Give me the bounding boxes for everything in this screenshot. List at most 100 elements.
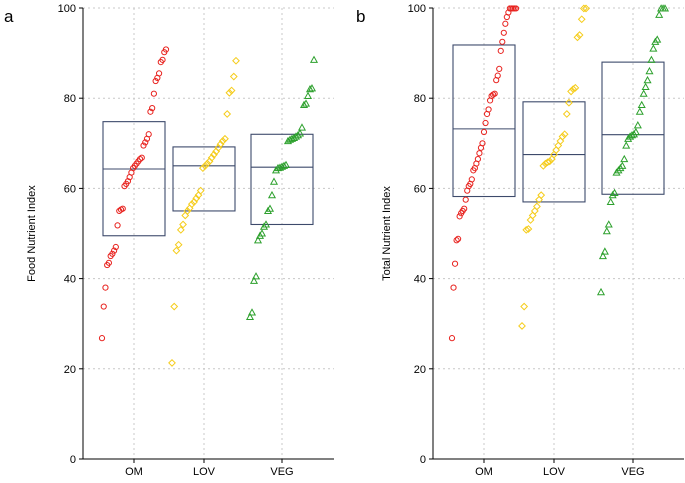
- point-om: [502, 20, 509, 27]
- point-veg: [596, 287, 606, 296]
- point-veg: [647, 55, 656, 63]
- point-veg: [608, 190, 617, 199]
- point-veg: [600, 247, 609, 255]
- point-lov: [582, 4, 590, 13]
- point-veg: [631, 127, 640, 136]
- point-lov: [203, 159, 212, 168]
- point-om: [499, 38, 506, 45]
- point-lov: [187, 200, 196, 209]
- point-lov: [554, 141, 563, 150]
- point-om: [150, 90, 157, 97]
- box-om: [452, 44, 516, 198]
- point-om: [491, 90, 498, 97]
- panel-label-b: b: [356, 7, 365, 26]
- point-om: [505, 9, 512, 16]
- point-veg: [307, 84, 317, 92]
- point-om: [476, 150, 483, 157]
- point-om: [105, 259, 113, 266]
- point-veg: [257, 229, 267, 237]
- point-om: [98, 335, 106, 342]
- point-veg: [618, 161, 627, 169]
- point-veg: [606, 197, 615, 205]
- point-lov: [577, 15, 586, 24]
- point-om: [100, 303, 107, 310]
- point-veg: [305, 84, 315, 93]
- point-lov: [522, 225, 531, 234]
- y-tick-label: 60: [64, 183, 76, 195]
- point-veg: [245, 312, 255, 320]
- point-veg: [269, 177, 279, 185]
- y-tick-label: 100: [408, 3, 426, 15]
- y-tick-label: 0: [420, 454, 426, 466]
- point-om: [162, 46, 170, 53]
- point-lov: [201, 161, 210, 170]
- point-lov: [179, 220, 187, 229]
- y-tick-label: 40: [414, 274, 426, 286]
- y-tick-label: 20: [414, 364, 426, 376]
- point-veg: [293, 130, 303, 139]
- point-lov: [174, 240, 183, 249]
- point-om: [482, 119, 489, 127]
- point-veg: [633, 121, 642, 129]
- point-veg: [265, 204, 275, 212]
- point-lov: [218, 137, 227, 145]
- panel-a: a Food Nutrient Index 0 20 40 60 80 100 OM LOV V…: [4, 3, 334, 478]
- point-veg: [263, 206, 273, 215]
- point-om: [462, 196, 469, 203]
- y-tick-label: 0: [70, 454, 76, 466]
- panel-label-a: a: [4, 7, 14, 26]
- point-lov: [196, 186, 205, 195]
- point-lov: [530, 207, 539, 215]
- x-tick-label-om: OM: [125, 466, 143, 478]
- point-lov: [229, 72, 238, 81]
- point-lov: [192, 194, 201, 203]
- point-lov: [565, 98, 573, 107]
- point-om: [147, 108, 154, 115]
- point-veg: [602, 227, 611, 235]
- point-om: [111, 247, 118, 254]
- x-tick-label-om: OM: [475, 466, 493, 478]
- point-lov: [569, 85, 578, 94]
- point-lov: [562, 110, 571, 118]
- point-veg: [299, 100, 309, 109]
- point-lov: [223, 110, 232, 118]
- point-veg: [616, 163, 625, 172]
- point-lov: [198, 164, 207, 173]
- point-om: [454, 235, 462, 243]
- x-tick-label-lov: LOV: [543, 466, 566, 478]
- point-om: [159, 56, 166, 63]
- point-lov: [216, 140, 225, 149]
- point-veg: [253, 236, 263, 244]
- point-om: [479, 140, 486, 147]
- point-veg: [249, 276, 259, 284]
- point-lov: [579, 4, 588, 13]
- point-lov: [558, 132, 567, 141]
- point-lov: [520, 302, 529, 311]
- y-tick-label: 80: [414, 93, 426, 105]
- point-om: [136, 155, 144, 163]
- point-veg: [309, 55, 319, 63]
- point-om: [480, 128, 488, 136]
- point-veg: [655, 10, 664, 18]
- point-lov: [227, 86, 236, 95]
- x-tick-label-lov: LOV: [193, 466, 216, 478]
- point-veg: [639, 89, 648, 97]
- point-om: [114, 222, 121, 229]
- point-om: [109, 250, 116, 257]
- point-lov: [533, 202, 541, 211]
- point-veg: [598, 251, 607, 260]
- point-lov: [528, 211, 537, 220]
- y-tick-label: 60: [414, 183, 426, 195]
- point-lov: [181, 211, 190, 220]
- point-lov: [556, 137, 565, 145]
- box-om: [102, 121, 166, 237]
- point-veg: [610, 188, 619, 196]
- point-veg: [612, 168, 621, 176]
- point-veg: [261, 220, 271, 228]
- point-om: [494, 72, 501, 79]
- point-om: [102, 284, 109, 291]
- point-lov: [518, 322, 526, 330]
- point-veg: [281, 160, 291, 169]
- y-tick-label: 40: [64, 274, 76, 286]
- point-om: [461, 205, 468, 212]
